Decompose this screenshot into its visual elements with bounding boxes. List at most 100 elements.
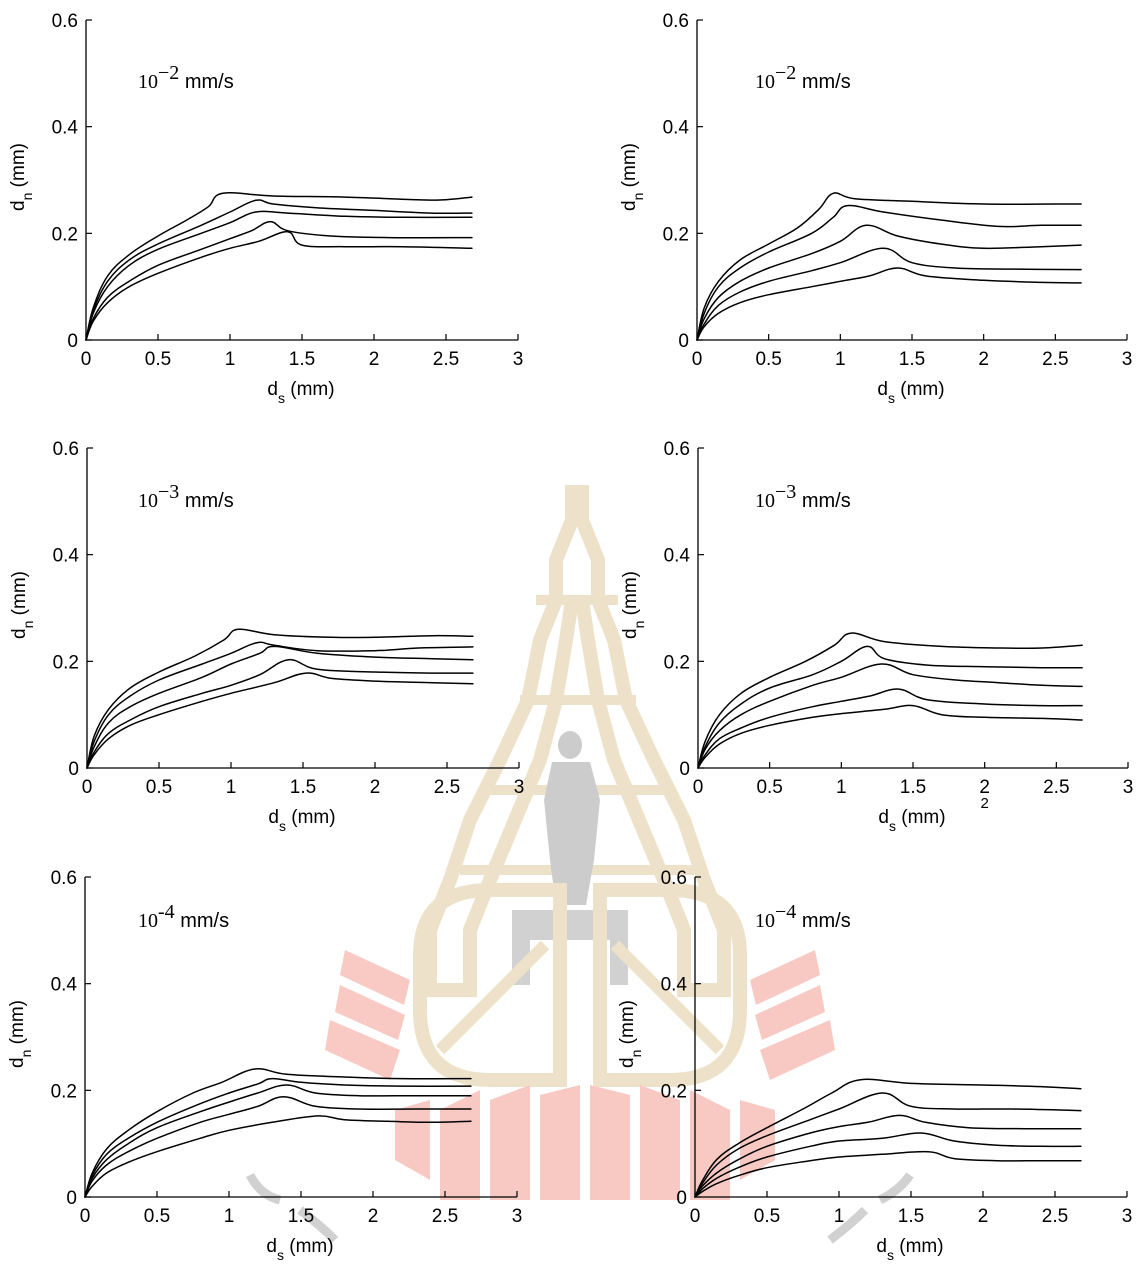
x-tick-label: 0 (81, 349, 92, 370)
y-tick-label: 0.4 (664, 546, 691, 567)
rate-annotation: 10-4 mm/s (138, 901, 229, 932)
series-line-1 (697, 632, 1083, 769)
series-line-3 (696, 224, 1082, 341)
y-axis-label: dn (mm) (619, 143, 646, 211)
rate-annotation: 10−4 mm/s (755, 901, 851, 932)
series-line-2 (84, 1077, 472, 1198)
x-tick-label: 2.5 (434, 777, 460, 798)
series-line-5 (696, 267, 1082, 341)
series-line-4 (696, 247, 1082, 341)
rate-annotation: 10−2 mm/s (755, 62, 851, 93)
series-line-2 (86, 641, 474, 769)
y-tick-label: 0 (66, 1188, 77, 1209)
y-tick-label: 0.6 (53, 439, 79, 460)
y-tick-label: 0.6 (661, 868, 687, 889)
y-tick-label: 0.4 (53, 546, 80, 567)
series-line-4 (85, 220, 473, 341)
x-axis-label: ds (mm) (268, 807, 335, 834)
series-line-5 (86, 672, 474, 769)
rate-annotation: 10−2 mm/s (138, 62, 234, 93)
x-tick-label: 0.5 (144, 1206, 170, 1227)
y-tick-label: 0 (678, 331, 689, 352)
x-tick-label: 1 (226, 777, 237, 798)
y-tick-label: 0.2 (661, 1081, 687, 1102)
x-tick-label: 0.5 (756, 777, 782, 798)
y-tick-label: 0.2 (51, 1081, 77, 1102)
x-tick-label: 2.5 (1042, 349, 1068, 370)
series-line-1 (85, 192, 473, 341)
x-tick-label: 2 (368, 1206, 379, 1227)
series-line-5 (694, 1150, 1082, 1198)
y-tick-label: 0.4 (52, 118, 79, 139)
x-tick-label: 1.5 (900, 777, 926, 798)
y-tick-label: 0.6 (51, 868, 77, 889)
y-tick-label: 0.6 (663, 11, 689, 32)
y-tick-label: 0.6 (664, 439, 690, 460)
series-line-2 (696, 204, 1082, 341)
series-line-3 (85, 210, 473, 341)
series-line-3 (86, 645, 474, 769)
series-line-3 (694, 1114, 1082, 1198)
chart-panel-3: 0 0.5 1 1.5 2 2.5 3 0 0.2 0.4 0.6 ds (mm) dn (mm) 10−… (9, 439, 524, 834)
x-tick-label: 0.5 (755, 349, 781, 370)
series-line-3 (697, 663, 1083, 769)
x-tick-label: 0 (692, 349, 703, 370)
y-tick-label: 0 (67, 331, 78, 352)
rate-annotation: 10−3 mm/s (138, 481, 234, 512)
x-tick-label: 1 (224, 1206, 235, 1227)
y-tick-label: 0 (676, 1188, 687, 1209)
y-tick-label: 0 (68, 759, 79, 780)
chart-panel-5: 0 0.5 1 1.5 2 2.5 3 0 0.2 0.4 0.6 ds (mm) dn (mm) 10-… (7, 868, 522, 1263)
series-line-1 (86, 628, 474, 769)
x-tick-label: 1.5 (898, 1206, 924, 1227)
series-line-4 (86, 658, 474, 769)
x-tick-label: 2.5 (1043, 777, 1069, 798)
x-tick-label: 0 (693, 777, 704, 798)
x-tick-label: 1.5 (290, 777, 316, 798)
series-line-5 (84, 1115, 472, 1198)
x-tick-label: 1.5 (289, 349, 315, 370)
y-tick-label: 0.2 (52, 224, 78, 245)
x-tick-label: 1.5 (288, 1206, 314, 1227)
x-axis-label: ds (mm) (267, 379, 334, 406)
x-tick-label: 2.5 (432, 1206, 458, 1227)
x-tick-label: 0.5 (146, 777, 172, 798)
rate-annotation: 10−3 mm/s (755, 481, 851, 512)
x-tick-label: 1 (225, 349, 236, 370)
series-line-5 (697, 704, 1083, 769)
y-tick-label: 0 (679, 759, 690, 780)
series-line-1 (84, 1068, 472, 1198)
series-line-5 (85, 230, 473, 341)
stray-mark: 2 (980, 795, 988, 812)
chart-panel-4: 0 0.5 1 1.5 2 2.5 3 0 0.2 0.4 0.6 ds (mm) dn (mm) 10−… (620, 439, 1133, 834)
x-tick-label: 1.5 (899, 349, 925, 370)
x-tick-label: 3 (513, 349, 524, 370)
x-axis-label: ds (mm) (876, 1236, 943, 1263)
y-axis-label: dn (mm) (617, 1000, 644, 1068)
x-tick-label: 3 (514, 777, 525, 798)
x-axis-label: ds (mm) (877, 379, 944, 406)
x-tick-label: 3 (1122, 1206, 1133, 1227)
watermark-emblem (245, 485, 914, 1244)
x-tick-label: 3 (512, 1206, 523, 1227)
x-tick-label: 2.5 (1042, 1206, 1068, 1227)
x-tick-label: 0.5 (754, 1206, 780, 1227)
series-line-2 (85, 199, 473, 341)
series-line-1 (694, 1078, 1082, 1198)
chart-panel-6: 0 0.5 1 1.5 2 2.5 3 0 0.2 0.4 0.6 ds (mm) dn (mm) 10−… (617, 868, 1132, 1263)
y-tick-label: 0.2 (664, 652, 690, 673)
x-tick-label: 1 (836, 777, 847, 798)
y-axis-label: dn (mm) (8, 143, 35, 211)
x-tick-label: 0 (690, 1206, 701, 1227)
y-tick-label: 0.2 (53, 652, 79, 673)
x-axis-label: ds (mm) (878, 807, 945, 834)
x-tick-label: 0 (82, 777, 93, 798)
y-tick-label: 0.2 (663, 224, 689, 245)
series-line-4 (697, 688, 1083, 769)
y-tick-label: 0.4 (51, 975, 78, 996)
x-tick-label: 1 (835, 349, 846, 370)
series-line-4 (84, 1095, 472, 1198)
series-line-2 (697, 645, 1083, 769)
y-axis-label: dn (mm) (9, 571, 36, 639)
x-tick-label: 2 (978, 1206, 989, 1227)
